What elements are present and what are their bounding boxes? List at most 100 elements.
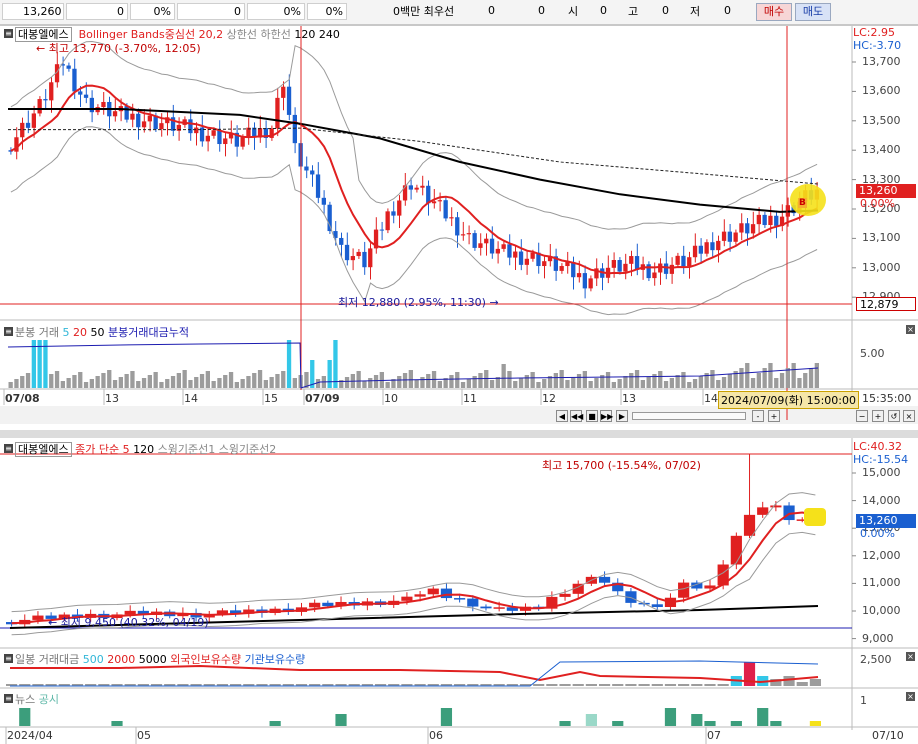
- news-bar: [269, 721, 281, 726]
- daily-volume-bar: [164, 684, 176, 686]
- daily-volume-bar: [216, 684, 229, 686]
- minute-x-tick: 07/09: [305, 392, 340, 405]
- panel-close-icon[interactable]: ×: [906, 325, 915, 334]
- minute-volume-bar: [408, 370, 413, 388]
- reset-icon[interactable]: ↺: [888, 410, 900, 422]
- minute-candle: [234, 132, 239, 147]
- minute-candle: [634, 256, 640, 270]
- legend-vol-50[interactable]: 50: [90, 326, 105, 339]
- legend-dvol-500[interactable]: 500: [82, 653, 104, 666]
- minute-chart-legend: 대봉엘에스 Bollinger Bands중심선 20,2 상한선 하한선 12…: [15, 26, 340, 42]
- daily-volume-bar: [45, 684, 57, 686]
- legend-cum-turnover[interactable]: 분봉거래대금누적: [107, 326, 189, 339]
- zoom-out-button[interactable]: -: [752, 410, 764, 422]
- daily-volume-bar: [85, 684, 97, 686]
- zoom-in-button[interactable]: +: [768, 410, 780, 422]
- buy-signal-marker[interactable]: B: [798, 198, 807, 208]
- legend-dvol-2000[interactable]: 2000: [107, 653, 136, 666]
- daily-candle: [743, 514, 756, 536]
- minute-volume-bar: [49, 374, 54, 388]
- daily-current-pct: 0.00%: [860, 527, 895, 540]
- change-field: 0: [66, 3, 128, 20]
- minute-y-tick: 13,500: [862, 113, 901, 127]
- minute-candle: [217, 130, 222, 145]
- legend-daily-turnover[interactable]: 일봉 거래대금: [15, 653, 80, 666]
- legend-ma240[interactable]: 240: [318, 28, 340, 41]
- panel-menu-icon[interactable]: ≡: [4, 29, 13, 38]
- daily-volume-bar: [322, 684, 334, 686]
- news-close-icon[interactable]: ×: [906, 692, 915, 701]
- daily-y-tick: 14,000: [862, 493, 901, 507]
- minute-candle: [559, 266, 564, 271]
- legend-vol-20[interactable]: 20: [72, 326, 87, 339]
- panel-shrink-button[interactable]: −: [856, 410, 868, 422]
- daily-candle: [440, 588, 453, 599]
- open-field: 0: [600, 4, 607, 17]
- scroll-right-button[interactable]: ▶: [616, 410, 628, 422]
- buy-button[interactable]: 매수: [756, 3, 792, 21]
- legend-volume[interactable]: 분봉 거래: [15, 326, 59, 339]
- daily-volume-bar: [783, 676, 795, 686]
- minute-candle: [524, 258, 529, 265]
- minute-volume-bar: [774, 378, 779, 388]
- legend-news[interactable]: 뉴스: [15, 693, 36, 706]
- minute-volume-bar: [478, 373, 483, 388]
- daily-candle: [678, 582, 690, 598]
- fast-left-button[interactable]: ◀◀: [570, 410, 584, 422]
- minute-volume-bar: [779, 373, 785, 388]
- minute-candle: [252, 127, 257, 138]
- fast-right-button[interactable]: ▶▶: [600, 410, 614, 422]
- close-icon[interactable]: ×: [903, 410, 915, 422]
- minute-candle: [165, 117, 170, 124]
- daily-y-tick: 15,000: [862, 466, 901, 479]
- minute-current-price: 13,260: [856, 184, 916, 198]
- legend-swing1[interactable]: 스윙기준선1: [157, 443, 216, 456]
- daily-vol-close-icon[interactable]: ×: [906, 652, 915, 661]
- daily-volume-bar: [704, 684, 716, 686]
- scroll-slider[interactable]: [632, 412, 746, 420]
- legend-dvol-5000[interactable]: 5000: [138, 653, 167, 666]
- daily-volume-bar: [269, 684, 281, 686]
- legend-disclosure[interactable]: 공시: [38, 693, 59, 706]
- legend-ma120[interactable]: 120: [294, 28, 316, 41]
- daily-symbol-name[interactable]: 대봉엘에스: [15, 442, 72, 457]
- minute-volume-bar: [101, 373, 106, 388]
- minute-volume-bar: [118, 377, 123, 388]
- minute-candle: [437, 200, 442, 202]
- legend-institution[interactable]: 기관보유수량: [244, 653, 306, 666]
- daily-volume-bar: [546, 684, 558, 686]
- legend-sma5[interactable]: 5: [122, 443, 130, 456]
- legend-vol-5[interactable]: 5: [62, 326, 70, 339]
- low-label: 저: [690, 5, 701, 18]
- minute-candle: [704, 242, 709, 254]
- minute-volume-bar: [710, 370, 715, 388]
- daily-panel-menu-icon[interactable]: ≡: [4, 444, 13, 453]
- best-quote-label: 0백만 최우선: [393, 5, 455, 18]
- legend-close-sma[interactable]: 종가 단순: [75, 443, 120, 456]
- news-menu-icon[interactable]: ≡: [4, 694, 13, 703]
- sell-button[interactable]: 매도: [795, 3, 831, 21]
- symbol-name[interactable]: 대봉엘에스: [15, 27, 72, 42]
- legend-lower[interactable]: 하한선: [260, 28, 291, 41]
- news-bar: [335, 714, 347, 726]
- news-bar: [440, 708, 453, 726]
- news-bar: [664, 708, 677, 726]
- panel-expand-button[interactable]: +: [872, 410, 884, 422]
- daily-vol-menu-icon[interactable]: ≡: [4, 654, 13, 663]
- legend-swing2[interactable]: 스윙기준선2: [218, 443, 277, 456]
- legend-upper[interactable]: 상한선: [226, 28, 257, 41]
- legend-bollinger[interactable]: Bollinger Bands중심선 20,2: [78, 28, 224, 41]
- stop-button[interactable]: ■: [586, 410, 598, 422]
- scroll-left-button[interactable]: ◀: [556, 410, 568, 422]
- legend-sma120[interactable]: 120: [133, 443, 155, 456]
- daily-volume-bar: [388, 684, 400, 686]
- minute-candle: [449, 217, 454, 219]
- volume-panel-menu-icon[interactable]: ≡: [4, 327, 13, 336]
- legend-foreign[interactable]: 외국인보유수량: [170, 653, 242, 666]
- minute-candle: [576, 273, 582, 278]
- minute-volume-bar: [89, 379, 94, 388]
- daily-current-price: 13,260: [856, 514, 916, 528]
- minute-volume-bar: [588, 381, 593, 388]
- minute-candle: [159, 123, 164, 130]
